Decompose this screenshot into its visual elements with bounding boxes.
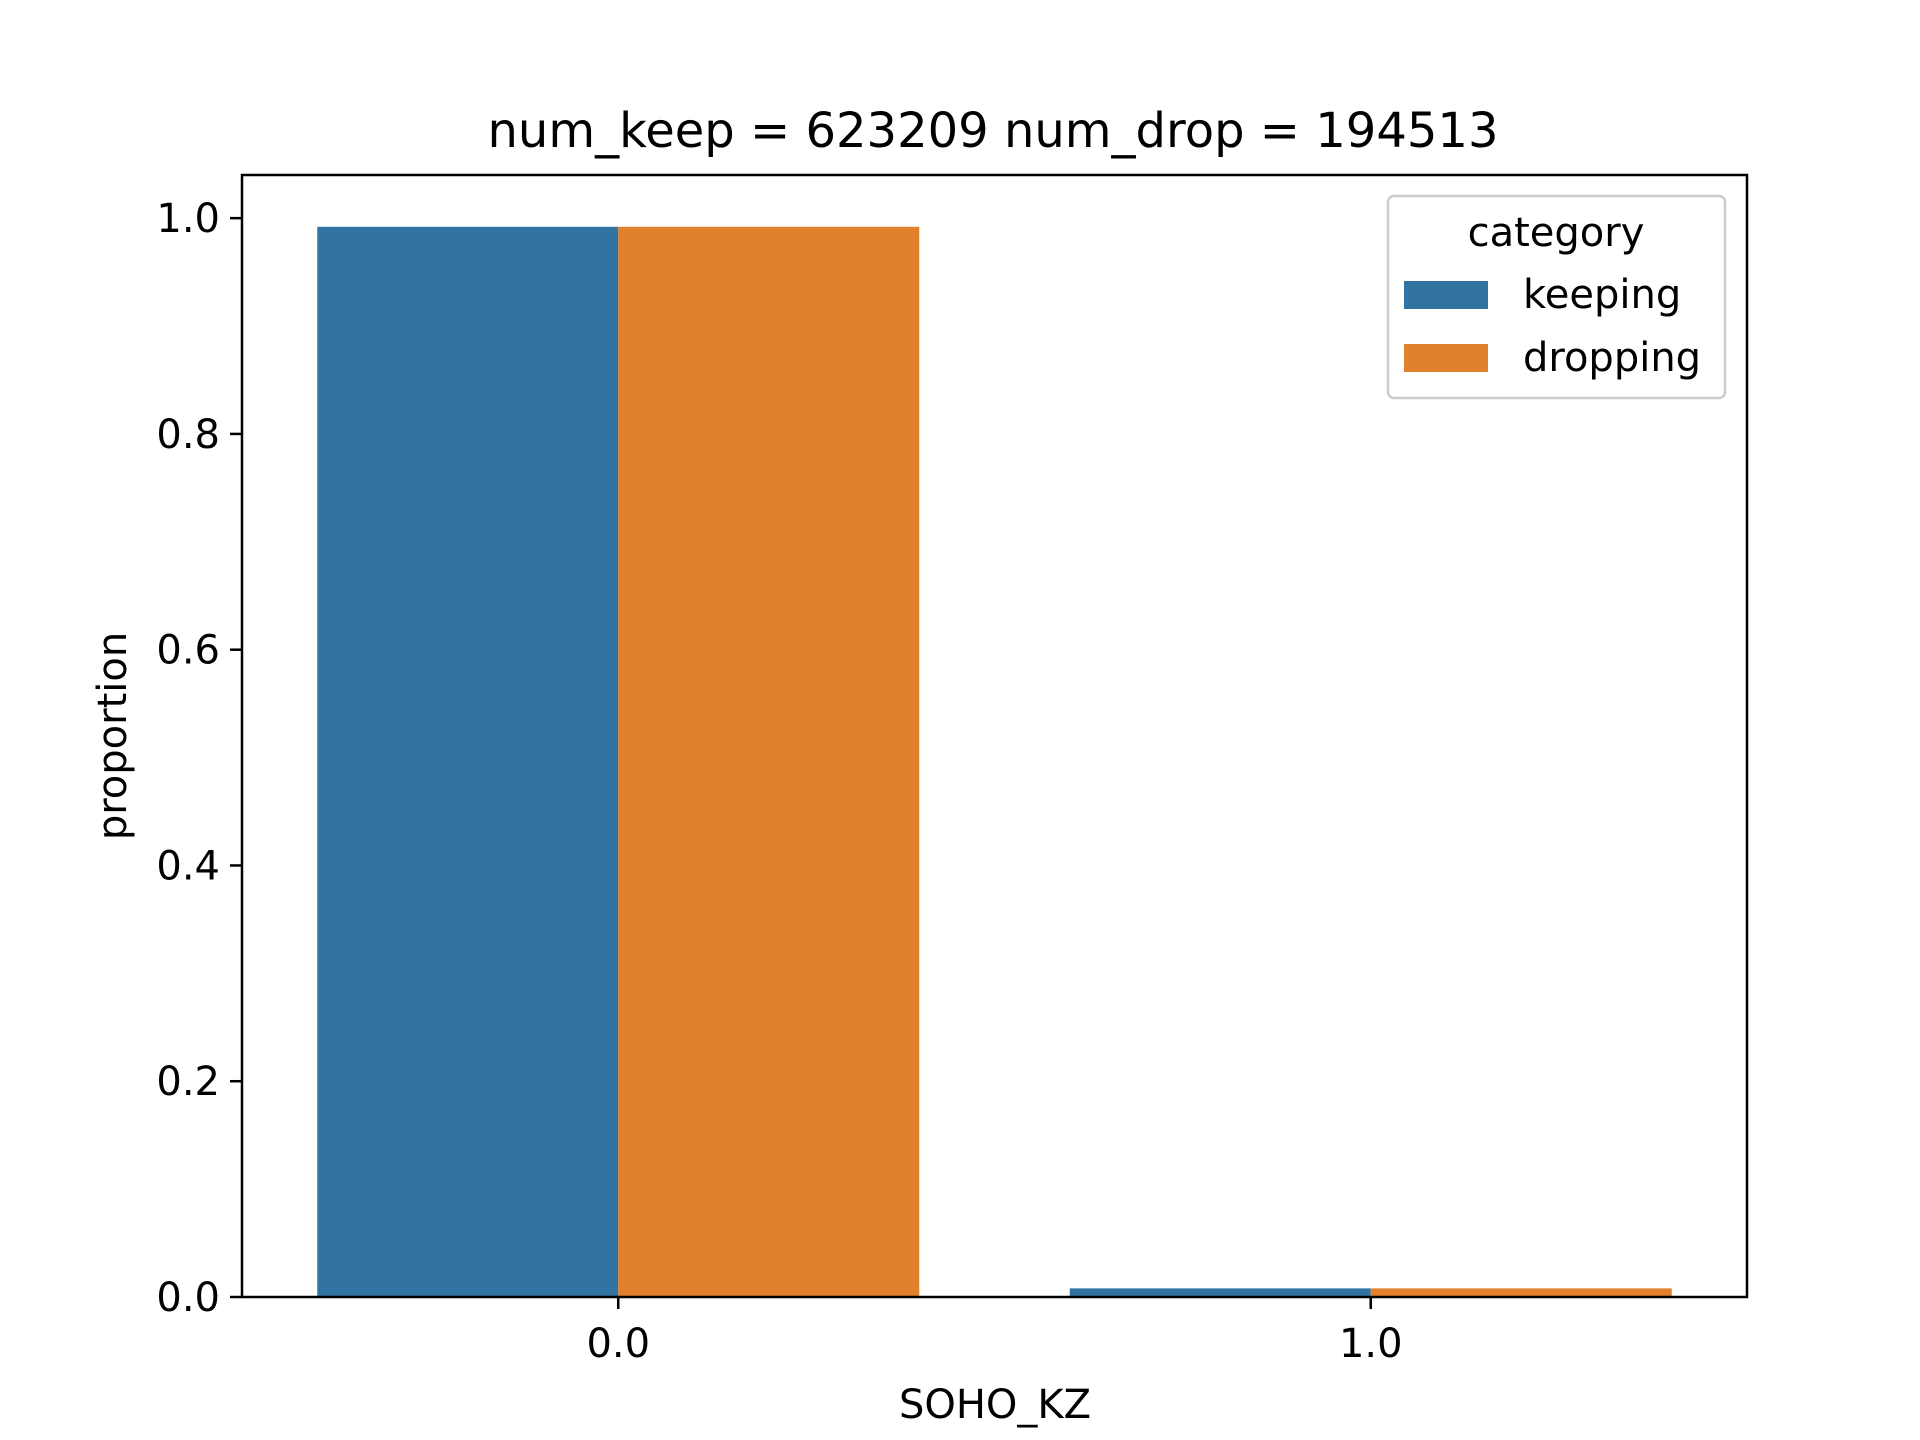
bar-keeping-0.0 xyxy=(317,226,619,1297)
plot-area-frame xyxy=(240,173,1749,1299)
legend-label-keeping: keeping xyxy=(1523,272,1681,318)
x-axis-label: SOHO_KZ xyxy=(899,1382,1091,1428)
y-axis-label: proportion xyxy=(90,632,136,840)
x-tick-label: 0.0 xyxy=(586,1321,650,1367)
y-axis: 0.0 0.2 0.4 0.6 0.8 1.0 xyxy=(156,196,242,1321)
x-tick-label: 1.0 xyxy=(1339,1321,1403,1367)
chart-title: num_keep = 623209 num_drop = 194513 xyxy=(488,103,1499,159)
x-axis: 0.0 1.0 xyxy=(586,1297,1403,1367)
y-tick-label: 0.4 xyxy=(156,843,220,889)
y-tick-label: 0.6 xyxy=(156,628,220,674)
legend-label-dropping: dropping xyxy=(1523,335,1701,381)
bars-group xyxy=(317,226,1672,1297)
y-tick-label: 0.8 xyxy=(156,412,220,458)
bar-dropping-1.0 xyxy=(1370,1288,1672,1297)
legend-swatch-dropping xyxy=(1404,344,1488,372)
bar-keeping-1.0 xyxy=(1069,1288,1371,1297)
bar-dropping-0.0 xyxy=(618,226,920,1297)
y-tick-label: 0.2 xyxy=(156,1059,220,1105)
legend: category keeping dropping xyxy=(1386,194,1727,400)
legend-title: category xyxy=(1468,210,1645,256)
y-tick-label: 0.0 xyxy=(156,1275,220,1321)
y-tick-label: 1.0 xyxy=(156,196,220,242)
legend-items: keeping dropping xyxy=(1404,272,1701,381)
legend-swatch-keeping xyxy=(1404,281,1488,309)
